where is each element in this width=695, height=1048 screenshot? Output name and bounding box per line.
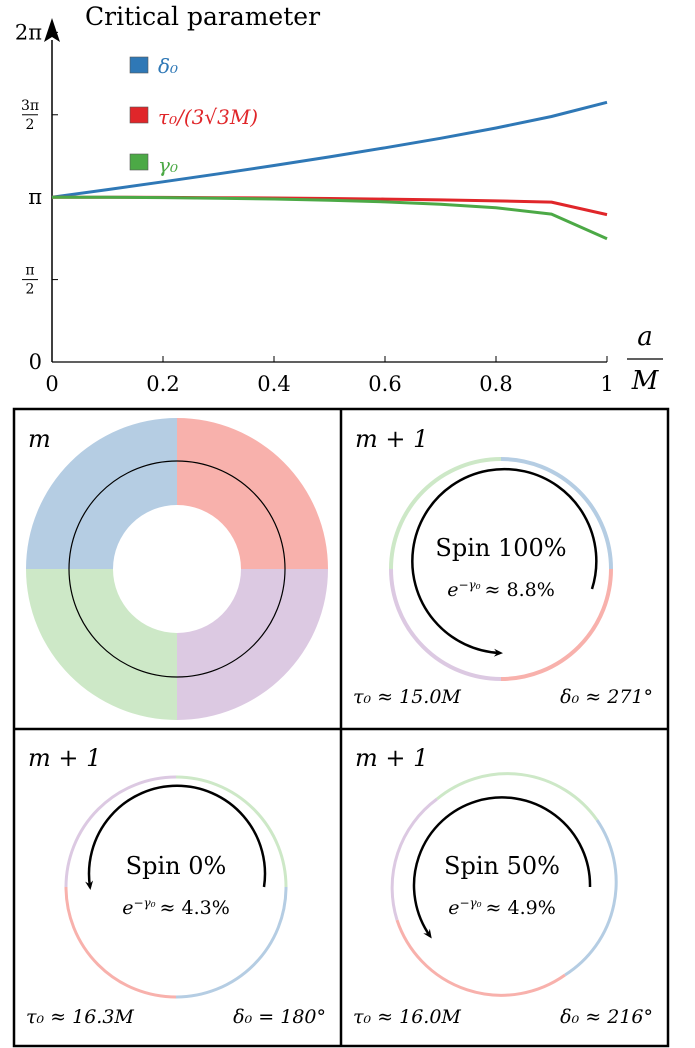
x-tick-label: 0.2: [146, 372, 179, 396]
x-ticks: 0 0.2 0.4 0.6 0.8 1: [45, 356, 614, 396]
panel-grid: [12, 407, 670, 1048]
spin-label: Spin 100%: [435, 534, 566, 562]
donut-quadrant-purple: [177, 569, 328, 720]
panel-title: m + 1: [355, 425, 428, 453]
panel-title: m: [28, 425, 51, 453]
y-tick-label: 3π2: [21, 98, 39, 133]
panel-title: m + 1: [28, 744, 101, 772]
spin-label: Spin 50%: [444, 852, 560, 880]
ring: [390, 772, 618, 997]
y-tick-label: π2: [22, 263, 38, 298]
y-tick-label: 0: [29, 350, 42, 374]
series-lines: [51, 100, 608, 241]
svg-text:δ₀: δ₀: [158, 54, 178, 78]
svg-text:M: M: [631, 366, 660, 396]
survival-label: e−γ₀ ≈ 4.9%: [448, 896, 556, 919]
series-line-0: [51, 100, 608, 199]
x-tick-label: 0: [45, 372, 58, 396]
donut-quadrant-red: [177, 418, 328, 569]
y-tick-label: π: [28, 185, 42, 209]
panel-top-right: m + 1 Spin 100% e−γ₀ ≈ 8.8% τ₀ ≈ 15.0M δ₀…: [353, 425, 653, 708]
y-tick-den: 2: [26, 282, 35, 298]
tau-label: τ₀ ≈ 16.0M: [353, 1006, 461, 1028]
donut: [26, 418, 328, 720]
spin-label: Spin 0%: [126, 852, 227, 880]
rotation-arrow: [411, 467, 598, 657]
series-line-2: [51, 195, 608, 241]
delta-label: δ₀ ≈ 271°: [560, 686, 653, 708]
panel-title: m + 1: [355, 744, 428, 772]
chart: Critical parameter 0 0.2 0.4 0.6 0.8 1 0π2π3π…: [15, 2, 663, 396]
rotation-arrow: [85, 784, 267, 890]
panel-top-left: m: [26, 418, 328, 720]
svg-text:γ₀: γ₀: [158, 153, 178, 177]
y-tick-num: π: [25, 263, 34, 279]
svg-text:a: a: [637, 322, 653, 352]
ring: [64, 775, 288, 999]
panel-bottom-right: m + 1 Spin 50% e−γ₀ ≈ 4.9% τ₀ ≈ 16.0M δ₀ …: [353, 744, 653, 1028]
donut-quadrant-blue: [26, 418, 177, 569]
rotation-arrow: [412, 796, 592, 939]
tau-label: τ₀ ≈ 15.0M: [353, 686, 461, 708]
x-tick-label: 0.8: [479, 372, 512, 396]
legend: δ₀ τ₀/(3√3M) γ₀: [129, 54, 258, 177]
y-axis-arrow: [44, 18, 60, 42]
survival-label: e−γ₀ ≈ 8.8%: [447, 578, 555, 601]
legend-item-tau: τ₀/(3√3M): [129, 105, 258, 129]
donut-quadrant-green: [26, 569, 177, 720]
legend-item-gamma: γ₀: [129, 153, 178, 177]
delta-label: δ₀ ≈ 216°: [560, 1006, 653, 1028]
x-axis-label: a M: [627, 322, 663, 396]
survival-label: e−γ₀ ≈ 4.3%: [122, 896, 230, 919]
x-tick-label: 1: [600, 372, 613, 396]
y-tick-num: 3π: [21, 98, 39, 114]
chart-title: Critical parameter: [85, 2, 320, 31]
legend-item-delta: δ₀: [129, 54, 178, 78]
ring: [389, 457, 613, 681]
tau-label: τ₀ ≈ 16.3M: [26, 1006, 134, 1028]
orbit-circle: [68, 460, 286, 678]
y-tick-label: 2π: [15, 20, 42, 44]
x-tick-label: 0.6: [368, 372, 401, 396]
x-tick-label: 0.4: [257, 372, 290, 396]
svg-text:τ₀/(3√3M): τ₀/(3√3M): [158, 105, 258, 129]
panel-bottom-left: m + 1 Spin 0% e−γ₀ ≈ 4.3% τ₀ ≈ 16.3M δ₀ =…: [26, 744, 326, 1028]
y-tick-den: 2: [26, 117, 35, 133]
delta-label: δ₀ = 180°: [233, 1006, 326, 1028]
